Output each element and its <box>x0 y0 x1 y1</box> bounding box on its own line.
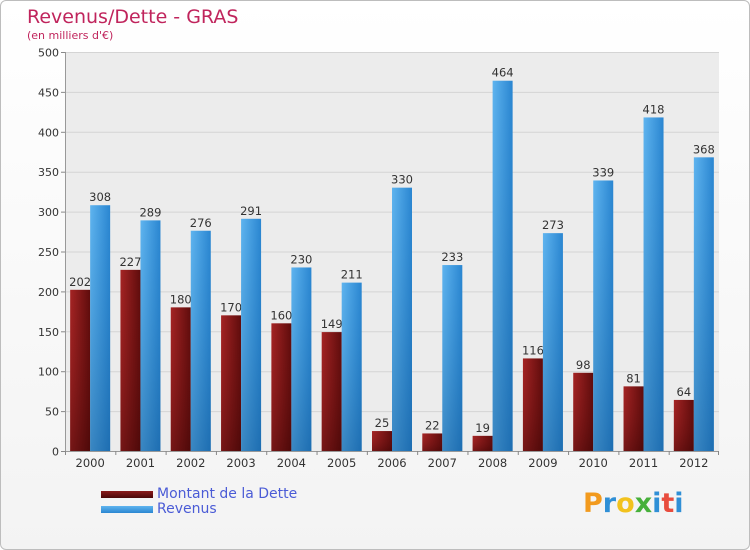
data-label: 308 <box>89 190 111 204</box>
bar-revenus-shade <box>140 220 161 451</box>
bar-revenus-shade <box>693 157 714 451</box>
bar-revenus-shade <box>291 267 312 451</box>
y-tick-label: 250 <box>38 246 59 259</box>
bar-revenus-shade <box>442 265 463 451</box>
x-tick-label: 2007 <box>428 456 457 470</box>
data-label: 339 <box>592 165 614 179</box>
logo-letter: i <box>652 488 662 519</box>
y-tick-label: 350 <box>38 166 59 179</box>
chart-title: Revenus/Dette - GRAS <box>27 6 239 28</box>
data-label: 116 <box>522 343 544 357</box>
data-label: 170 <box>220 300 242 314</box>
data-label: 230 <box>290 252 312 266</box>
legend-label-revenus: Revenus <box>157 501 217 517</box>
legend-label-dette: Montant de la Dette <box>157 486 298 502</box>
bar-dette-shade <box>271 323 292 451</box>
y-tick-label: 200 <box>38 286 59 299</box>
logo-letter: P <box>583 488 603 519</box>
legend-swatch-revenus <box>101 506 153 513</box>
x-tick-label: 2012 <box>679 456 708 470</box>
data-label: 25 <box>375 416 390 430</box>
x-tick-label: 2010 <box>579 456 608 470</box>
x-tick-label: 2009 <box>528 456 557 470</box>
bar-dette-shade <box>170 307 191 451</box>
bar-dette-shade <box>422 433 443 451</box>
data-label: 202 <box>69 275 91 289</box>
y-tick-label: 150 <box>38 326 59 339</box>
x-tick-label: 2004 <box>277 456 306 470</box>
x-tick-label: 2005 <box>327 456 356 470</box>
bar-revenus-shade <box>90 205 111 451</box>
bar-revenus-shade <box>542 233 563 451</box>
bar-revenus-shade <box>643 117 664 451</box>
y-tick-label: 0 <box>52 446 59 459</box>
bar-revenus-shade <box>593 180 614 451</box>
y-tick-label: 450 <box>38 86 59 99</box>
x-tick-label: 2001 <box>126 456 155 470</box>
bar-dette-shade <box>673 399 694 451</box>
bar-dette-shade <box>522 358 543 451</box>
data-label: 227 <box>119 255 141 269</box>
x-tick-label: 2002 <box>176 456 205 470</box>
x-tick-label: 2008 <box>478 456 507 470</box>
data-label: 22 <box>425 418 440 432</box>
data-label: 368 <box>693 142 715 156</box>
bar-revenus-shade <box>492 80 513 451</box>
data-label: 160 <box>270 308 292 322</box>
bar-revenus-shade <box>241 218 262 451</box>
x-tick-label: 2003 <box>226 456 255 470</box>
bar-dette-shade <box>221 315 242 451</box>
x-tick-label: 2000 <box>76 456 105 470</box>
logo-letter: r <box>602 488 617 519</box>
bar-revenus-shade <box>341 282 362 451</box>
bar-dette-shade <box>321 332 342 451</box>
y-tick-label: 500 <box>38 47 59 60</box>
data-label: 81 <box>626 371 641 385</box>
chart-subtitle: (en milliers d'€) <box>27 29 114 42</box>
proxiti-logo: Proxiti <box>583 488 684 519</box>
data-label: 98 <box>576 358 591 372</box>
bar-dette-shade <box>372 431 392 451</box>
data-label: 276 <box>190 216 212 230</box>
y-tick-label: 50 <box>45 406 59 419</box>
data-label: 64 <box>677 385 692 399</box>
bar-dette-shade <box>573 372 594 451</box>
logo-letter: t <box>661 488 675 519</box>
bar-revenus-shade <box>190 230 211 451</box>
data-label: 149 <box>321 317 343 331</box>
x-tick-label: 2011 <box>629 456 658 470</box>
y-tick-label: 300 <box>38 206 59 219</box>
bar-revenus-shade <box>392 187 412 451</box>
bar-dette-shade <box>472 435 493 451</box>
logo-letter: x <box>634 488 653 519</box>
data-label: 464 <box>492 66 514 80</box>
logo-letter: o <box>616 488 635 519</box>
bar-dette-shade <box>120 269 141 451</box>
logo-letter: i <box>674 488 684 519</box>
data-label: 291 <box>240 204 262 218</box>
data-label: 180 <box>170 292 192 306</box>
y-tick-label: 400 <box>38 126 59 139</box>
data-label: 273 <box>542 218 564 232</box>
legend-swatch-dette <box>101 491 153 498</box>
data-label: 289 <box>139 205 161 219</box>
data-label: 211 <box>341 268 363 282</box>
data-label: 19 <box>475 421 490 435</box>
x-tick-label: 2006 <box>377 456 406 470</box>
bar-dette-shade <box>623 386 644 451</box>
data-label: 418 <box>643 102 665 116</box>
data-label: 330 <box>391 173 413 187</box>
y-tick-label: 100 <box>38 366 59 379</box>
bar-dette-shade <box>70 289 91 451</box>
data-label: 233 <box>441 250 463 264</box>
